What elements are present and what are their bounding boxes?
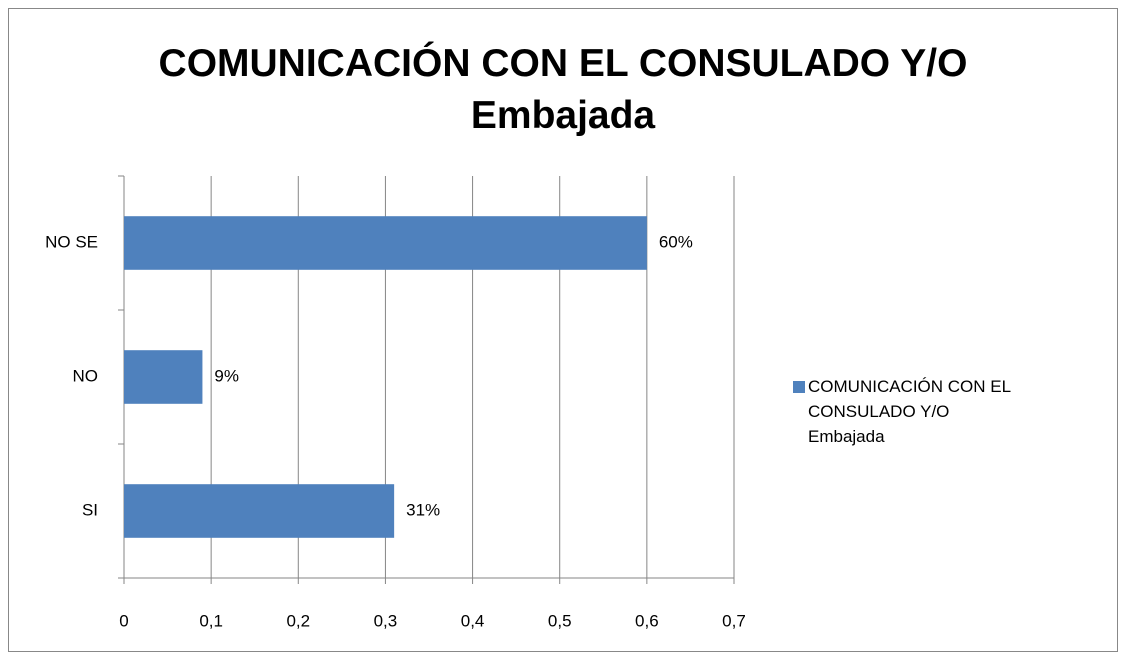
bar — [124, 484, 395, 538]
y-tick-label: NO SE — [45, 232, 98, 251]
x-tick-label: 0,1 — [199, 611, 223, 630]
x-tick-label: 0,2 — [286, 611, 310, 630]
legend-swatch — [793, 381, 805, 393]
chart-border — [8, 8, 1118, 652]
bar — [124, 216, 647, 270]
chart-title: COMUNICACIÓN CON EL CONSULADO Y/O Embaja… — [158, 42, 968, 137]
x-tick-label: 0,6 — [635, 611, 659, 630]
legend-label: COMUNICACIÓN CON EL CONSULADO Y/O Embaja… — [808, 377, 1011, 446]
x-tick-label: 0,3 — [374, 611, 398, 630]
legend: COMUNICACIÓN CON EL CONSULADO Y/O Embaja… — [793, 374, 1013, 449]
y-tick-label: SI — [82, 500, 98, 519]
x-tick-label: 0,4 — [461, 611, 485, 630]
data-label: 9% — [214, 366, 239, 385]
x-tick-label: 0,5 — [548, 611, 572, 630]
y-tick-label: NO — [73, 366, 99, 385]
data-label: 60% — [659, 232, 693, 251]
data-label: 31% — [406, 500, 440, 519]
bar — [124, 350, 203, 404]
x-tick-label: 0 — [119, 611, 128, 630]
x-tick-label: 0,7 — [722, 611, 746, 630]
